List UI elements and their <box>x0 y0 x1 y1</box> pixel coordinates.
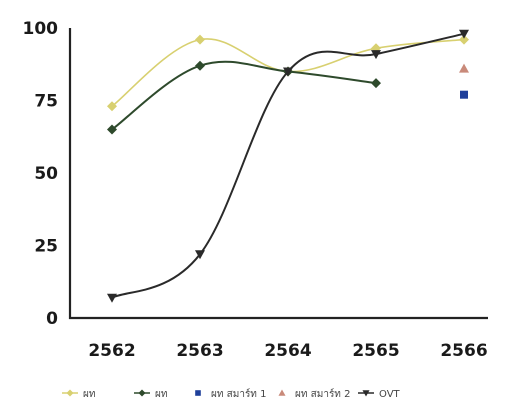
series-3 <box>459 63 469 73</box>
data-point <box>460 90 468 99</box>
x-tick-label: 2566 <box>440 341 487 361</box>
x-tick-label: 2563 <box>176 341 223 361</box>
y-tick-label: 75 <box>34 92 58 112</box>
data-point <box>371 50 381 60</box>
series-line <box>111 60 377 131</box>
data-point <box>195 60 205 71</box>
x-tick-label: 2562 <box>88 341 135 361</box>
data-point <box>195 250 205 260</box>
legend-label: ผท สมาร์ท 1 <box>211 388 266 400</box>
data-point <box>195 34 205 45</box>
data-point <box>107 101 117 112</box>
series-line <box>111 32 465 299</box>
x-tick-label: 2564 <box>264 341 311 361</box>
legend-marker <box>278 389 286 396</box>
series-4 <box>107 29 469 303</box>
x-axis-tick-labels: 2562 2563 2564 2565 2566 <box>88 341 487 361</box>
legend-marker <box>195 390 201 396</box>
legend-item: ผท <box>62 389 95 400</box>
legend-marker <box>138 389 146 397</box>
legend-marker <box>362 390 370 397</box>
y-tick-label: 50 <box>34 164 58 184</box>
legend-label: ผท สมาร์ท 2 <box>295 388 350 400</box>
data-point <box>283 67 293 77</box>
legend-label: OVT <box>379 389 401 400</box>
legend-marker <box>66 389 74 397</box>
y-tick-label: 25 <box>34 237 58 257</box>
y-tick-label: 0 <box>46 309 58 329</box>
legend-item: OVT <box>358 389 401 400</box>
legend: ผท ผท ผท สมาร์ท 1 ผท สมาร์ท 2 OVT <box>62 388 401 400</box>
data-point <box>459 63 469 73</box>
data-point <box>459 34 469 45</box>
data-point <box>107 293 117 303</box>
axis-lines <box>68 28 488 320</box>
data-point <box>371 78 381 89</box>
legend-item: ผท สมาร์ท 2 <box>278 388 350 400</box>
legend-item: ผท <box>134 389 167 400</box>
data-point <box>107 124 117 135</box>
legend-item: ผท สมาร์ท 1 <box>195 388 266 400</box>
series-2 <box>460 90 468 99</box>
legend-label: ผท <box>83 389 95 400</box>
y-tick-label: 100 <box>23 19 59 39</box>
series-layer <box>107 29 469 303</box>
legend-label: ผท <box>155 389 167 400</box>
x-tick-label: 2565 <box>352 341 399 361</box>
data-point <box>459 29 469 39</box>
y-axis-tick-labels: 0 25 50 75 100 <box>23 19 59 329</box>
